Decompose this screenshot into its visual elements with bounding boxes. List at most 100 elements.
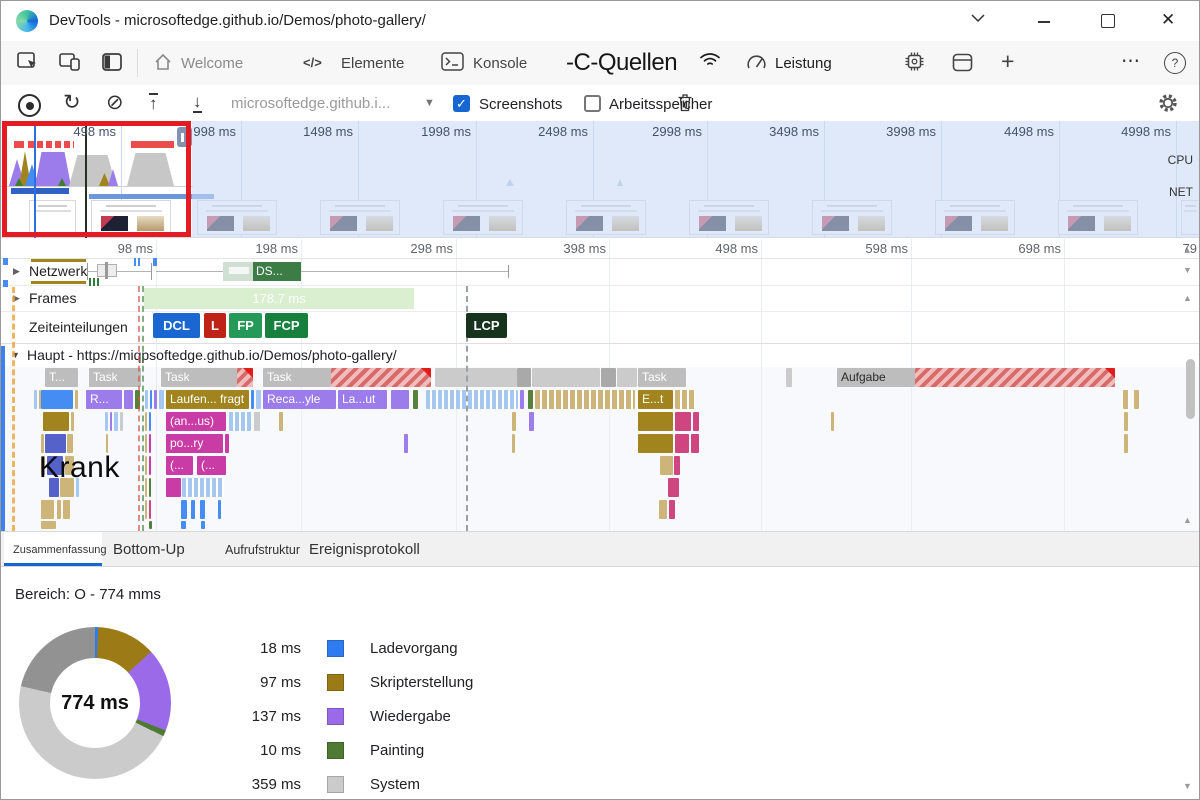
flame-bar[interactable] [512, 412, 516, 431]
flame-bar[interactable]: (... [166, 456, 193, 475]
flame-bar[interactable] [41, 434, 44, 453]
flame-bar[interactable] [49, 478, 59, 497]
flame-bar[interactable] [638, 412, 673, 431]
flame-bar[interactable]: Aufgabe [837, 368, 915, 387]
flame-bar[interactable] [218, 500, 221, 519]
flame-bar[interactable] [45, 434, 66, 453]
flame-bar[interactable] [191, 500, 195, 519]
flame-bar[interactable] [57, 500, 61, 519]
flame-bar[interactable]: E...t [638, 390, 673, 409]
scrollbar-thumb[interactable] [1186, 359, 1195, 419]
flame-bar[interactable] [145, 478, 147, 497]
scroll-down-icon[interactable]: ▼ [1183, 265, 1192, 275]
flame-bar[interactable] [675, 434, 689, 453]
profile-select[interactable]: microsoftedge.github.i... [231, 95, 391, 112]
flame-bar[interactable] [426, 390, 518, 409]
storage-icon[interactable] [952, 53, 973, 72]
frames-expand-icon[interactable]: ▶ [13, 293, 20, 303]
main-thread-collapse-icon[interactable]: ▼ [11, 350, 20, 360]
flame-bar[interactable] [110, 412, 112, 431]
flame-bar[interactable] [76, 478, 79, 497]
flame-bar[interactable] [145, 434, 147, 453]
network-request-bar[interactable]: DS... [253, 262, 301, 281]
flame-bar[interactable] [105, 412, 108, 431]
flame-bar[interactable] [47, 456, 63, 475]
flame-bar[interactable] [675, 390, 695, 409]
flame-bar[interactable] [43, 412, 69, 431]
flame-bar[interactable] [106, 434, 108, 453]
flame-bar[interactable] [149, 478, 151, 497]
clear-icon[interactable]: ⊘ [106, 91, 124, 114]
tab-welcome[interactable]: Welcome [181, 55, 244, 72]
flame-bar[interactable] [435, 368, 517, 387]
flame-bar[interactable]: Task [638, 368, 686, 387]
flame-bar[interactable] [200, 500, 205, 519]
flame-bar[interactable]: R... [86, 390, 122, 409]
scroll-down-icon[interactable]: ▼ [1183, 781, 1192, 791]
device-emulation-icon[interactable] [59, 52, 81, 72]
flame-bar[interactable] [60, 478, 74, 497]
flame-bar[interactable] [529, 412, 534, 431]
flame-bar[interactable] [660, 456, 673, 475]
flame-bar[interactable] [41, 456, 45, 475]
flame-bar[interactable] [166, 478, 181, 497]
download-profile-icon[interactable]: ↓ [193, 92, 202, 113]
trash-icon[interactable] [677, 93, 693, 112]
flame-bar[interactable] [149, 434, 151, 453]
flame-bar[interactable] [669, 500, 675, 519]
flame-bar[interactable] [638, 434, 673, 453]
memory-checkbox[interactable] [584, 95, 601, 112]
flame-bar[interactable] [225, 434, 229, 453]
filmstrip-thumbnail[interactable] [91, 200, 171, 235]
flame-bar[interactable] [114, 412, 118, 431]
tab-bottom-up[interactable]: Bottom-Up [113, 541, 185, 558]
flame-bar[interactable] [63, 500, 70, 519]
minimize-button[interactable] [1038, 21, 1050, 23]
flame-bar[interactable]: Reca...yle [263, 390, 336, 409]
flame-bar[interactable]: La...ut [338, 390, 387, 409]
memory-chip-icon[interactable] [904, 51, 925, 72]
flame-bar[interactable] [256, 390, 261, 409]
flame-bar[interactable] [413, 390, 418, 409]
flame-bar[interactable] [1124, 412, 1128, 431]
flame-bar[interactable] [120, 412, 123, 431]
tab-call-tree[interactable]: Aufrufstruktur [225, 543, 301, 557]
flame-bar[interactable] [254, 412, 260, 431]
flame-bar[interactable] [34, 390, 37, 409]
frames-track-label[interactable]: Frames [29, 290, 77, 306]
timing-badge[interactable]: LCP [466, 313, 507, 338]
flame-bar[interactable] [67, 434, 73, 453]
flame-bar[interactable] [251, 390, 254, 409]
flame-bar[interactable] [659, 500, 667, 519]
profile-select-chevron-icon[interactable]: ▼ [424, 97, 435, 109]
flame-bar[interactable] [674, 456, 680, 475]
upload-profile-icon[interactable]: ↑ [149, 93, 158, 113]
maximize-button[interactable] [1101, 14, 1115, 28]
timing-badge[interactable]: L [204, 313, 226, 338]
flame-bar[interactable] [786, 368, 792, 387]
flame-bar[interactable]: Task [263, 368, 331, 387]
timing-badge[interactable]: DCL [153, 313, 200, 338]
flame-bar[interactable] [39, 390, 41, 409]
flame-bar[interactable] [41, 521, 56, 529]
inspect-icon[interactable] [17, 52, 39, 72]
flame-bar[interactable] [201, 521, 205, 529]
flame-bar[interactable]: Task [161, 368, 237, 387]
chevron-down-icon[interactable] [971, 14, 985, 23]
flame-bar[interactable] [154, 390, 157, 409]
flame-bar[interactable] [1123, 390, 1130, 409]
flame-bar[interactable] [149, 412, 151, 431]
timing-badge[interactable]: FCP [265, 313, 308, 338]
flame-bar[interactable]: T... [45, 368, 78, 387]
flame-bar[interactable] [145, 456, 147, 475]
flame-bar[interactable] [71, 412, 74, 431]
scroll-up-icon[interactable]: ▲ [1183, 515, 1192, 525]
tab-sources[interactable]: -C-Quellen [566, 49, 678, 76]
frame-bar[interactable]: 178.7 ms [144, 288, 414, 309]
flame-bar[interactable] [145, 500, 147, 519]
scroll-up-icon[interactable]: ▲ [1183, 293, 1192, 303]
dock-side-icon[interactable] [102, 53, 122, 71]
flame-bar[interactable] [831, 412, 834, 431]
overview-unselected-region[interactable] [192, 121, 1199, 238]
flame-bar[interactable]: Laufen... fragt [166, 390, 249, 409]
